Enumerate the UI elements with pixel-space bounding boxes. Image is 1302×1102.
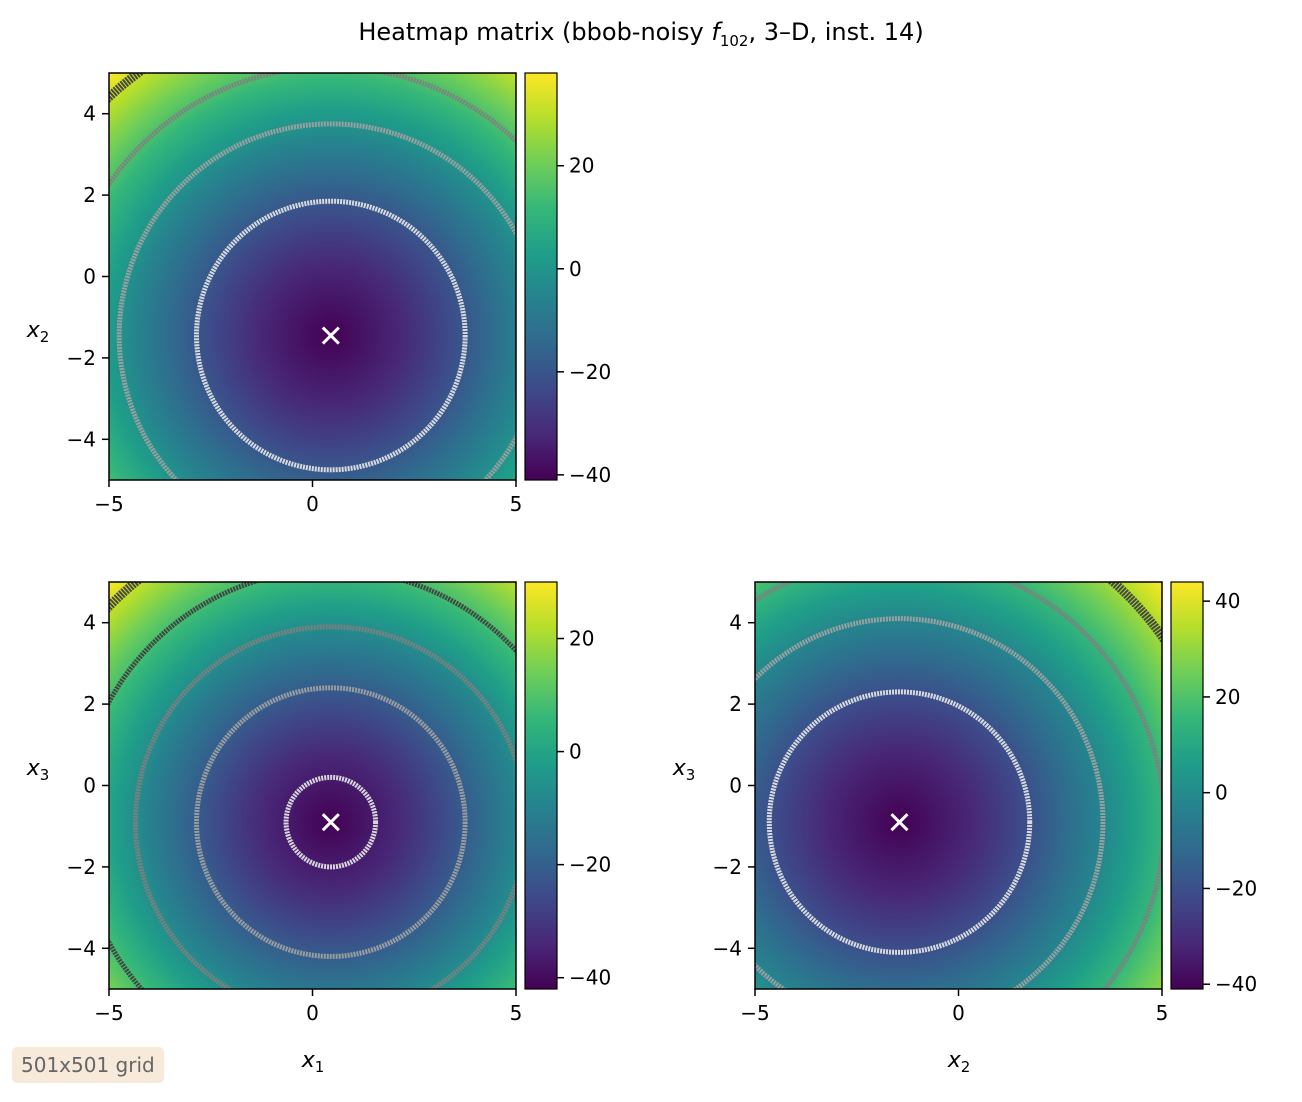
x-axis: −5 0 5 <box>94 480 522 516</box>
grid-size-badge: 501x501 grid <box>12 1047 164 1083</box>
title-function-sub: 102 <box>719 31 749 50</box>
colorbar-gradient <box>1170 581 1204 990</box>
y-tick-label: −2 <box>67 855 96 879</box>
y-tick-label: 4 <box>83 611 96 635</box>
colorbar-tick-label: −40 <box>569 966 611 990</box>
heatmap-area <box>754 581 1163 990</box>
colorbar-tick-label: 40 <box>1215 589 1240 613</box>
colorbar-tick-label: 0 <box>569 257 582 281</box>
heatmap-field <box>109 582 516 989</box>
heatmap-area <box>108 72 517 481</box>
x-tick-label: 5 <box>1156 1001 1169 1025</box>
x-axis: −5 0 5 <box>740 989 1168 1025</box>
colorbar-tick-label: −20 <box>1215 876 1257 900</box>
optimum-marker <box>890 813 909 832</box>
x-tick-label: 5 <box>510 492 523 516</box>
x-axis-label: x1 <box>301 1048 325 1076</box>
colorbar-gradient <box>524 72 558 481</box>
chart-title: Heatmap matrix (bbob-noisy f102, 3–D, in… <box>0 18 1282 50</box>
y-axis-label: x3 <box>26 756 50 784</box>
optimum-marker <box>321 326 340 345</box>
colorbar-gradient <box>524 581 558 990</box>
y-tick-label: 0 <box>83 774 96 798</box>
contour-ring <box>766 689 1033 955</box>
y-tick-label: −2 <box>67 346 96 370</box>
contour-ring <box>133 624 516 989</box>
y-axis: −4 −2 0 2 4 <box>67 611 109 960</box>
y-tick-label: −4 <box>67 427 96 451</box>
colorbar-tick-label: 0 <box>569 740 582 764</box>
colorbar-tick-label: −20 <box>569 360 611 384</box>
y-tick-label: −4 <box>713 936 742 960</box>
x-axis-label: x2 <box>947 1048 971 1076</box>
colorbar-tick-label: 20 <box>569 627 594 651</box>
y-tick-label: 0 <box>83 265 96 289</box>
x-tick-label: 0 <box>306 1001 319 1025</box>
y-tick-label: 4 <box>83 102 96 126</box>
x-tick-label: 0 <box>952 1001 965 1025</box>
x-tick-label: −5 <box>94 1001 123 1025</box>
colorbar-tick-label: 20 <box>1215 685 1240 709</box>
y-axis: −4 −2 0 2 4 <box>713 611 755 960</box>
y-tick-label: 2 <box>83 692 96 716</box>
heatmap-field <box>755 582 1162 989</box>
contour-ring <box>194 685 468 959</box>
y-tick-label: 0 <box>729 774 742 798</box>
contour-ring <box>116 121 516 480</box>
y-tick-label: −4 <box>67 936 96 960</box>
x-axis: −5 0 5 <box>94 989 522 1025</box>
optimum-marker <box>321 813 340 832</box>
contour-ring <box>283 774 379 870</box>
contour-ring <box>755 616 1106 989</box>
colorbar: −40 −20 0 20 <box>524 72 611 487</box>
colorbar-tick-label: −40 <box>569 463 611 487</box>
colorbar: −40 −20 0 20 40 <box>1170 581 1257 996</box>
colorbar-tick-label: 0 <box>1215 781 1228 805</box>
heatmap-area <box>108 581 517 990</box>
x-tick-label: −5 <box>94 492 123 516</box>
x-tick-label: 0 <box>306 492 319 516</box>
x-tick-label: 5 <box>510 1001 523 1025</box>
colorbar: −40 −20 0 20 <box>524 581 611 990</box>
colorbar-tick-label: −20 <box>569 853 611 877</box>
colorbar-tick-label: −40 <box>1215 972 1257 996</box>
y-tick-label: 2 <box>729 692 742 716</box>
heatmap-field <box>109 73 516 480</box>
y-tick-label: 2 <box>83 183 96 207</box>
y-axis: −4 −2 0 2 4 <box>67 102 109 451</box>
y-tick-label: −2 <box>713 855 742 879</box>
y-tick-label: 4 <box>729 611 742 635</box>
colorbar-tick-label: 20 <box>569 154 594 178</box>
title-suffix: , 3–D, inst. 14) <box>748 18 924 46</box>
y-axis-label: x2 <box>26 318 50 346</box>
y-axis-label: x3 <box>672 756 696 784</box>
title-function: f <box>711 18 720 46</box>
contour-ring <box>194 198 468 473</box>
x-tick-label: −5 <box>740 1001 769 1025</box>
title-prefix: Heatmap matrix (bbob-noisy <box>358 18 712 46</box>
